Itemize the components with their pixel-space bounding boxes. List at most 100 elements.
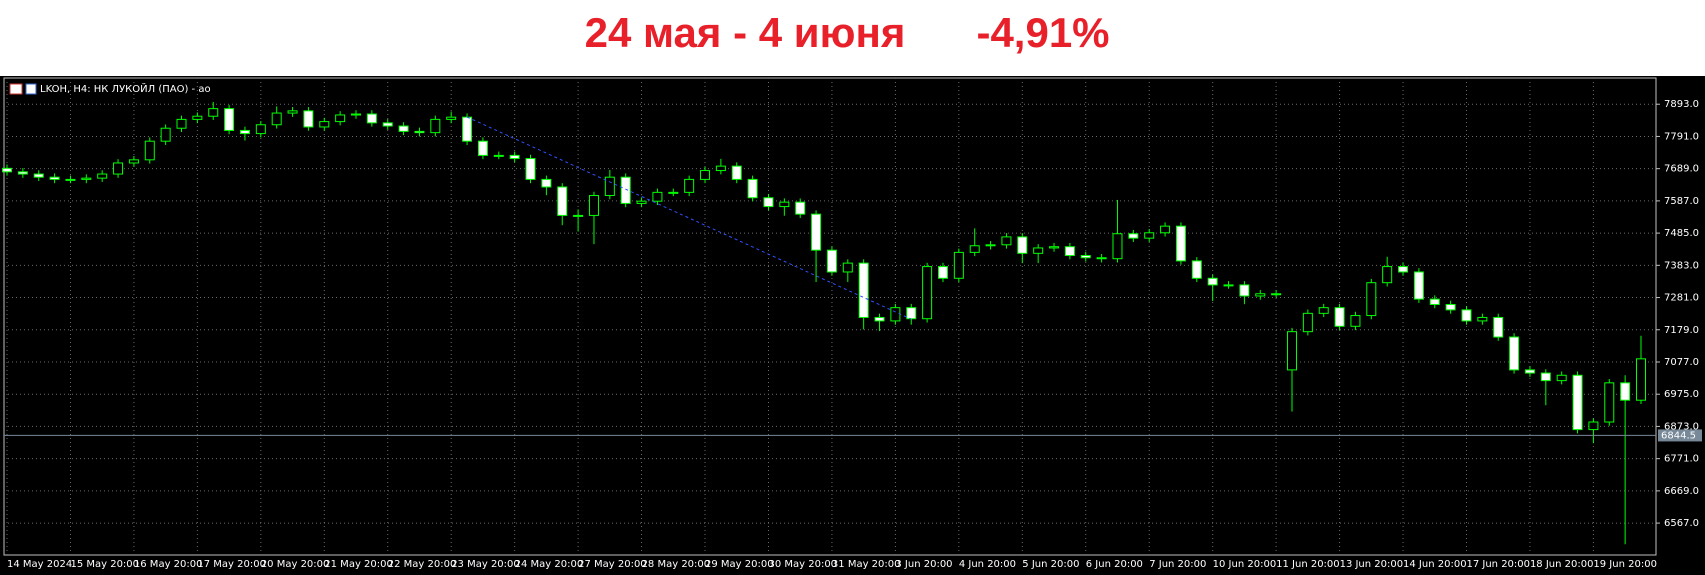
candle-body xyxy=(700,170,711,180)
candle-body xyxy=(811,213,822,251)
candle-body xyxy=(604,176,615,197)
candle-body xyxy=(208,108,219,117)
candle-body xyxy=(239,129,250,135)
x-tick-label: 31 May 20:00 xyxy=(832,559,901,570)
candle-body xyxy=(287,110,298,114)
candle-body xyxy=(319,121,330,128)
x-tick-label: 14 Jun 20:00 xyxy=(1403,559,1467,570)
x-tick-label: 18 Jun 20:00 xyxy=(1530,559,1594,570)
x-tick-label: 7 Jun 20:00 xyxy=(1149,559,1206,570)
candles xyxy=(2,102,1646,545)
candle-body xyxy=(1588,421,1599,431)
candle-body xyxy=(430,118,441,134)
plot-frame xyxy=(3,77,1657,556)
candle-body xyxy=(335,114,346,123)
candle-body xyxy=(620,176,631,204)
candle-body xyxy=(874,316,885,322)
x-tick-label: 10 Jun 20:00 xyxy=(1213,559,1277,570)
current-price-label: 6844.5 xyxy=(1661,430,1696,441)
candle-body xyxy=(1286,331,1297,371)
candle-body xyxy=(1445,303,1456,311)
candle-body xyxy=(588,195,599,216)
candle-body xyxy=(541,178,552,188)
candle-body xyxy=(1001,236,1012,246)
candle-body xyxy=(1255,293,1266,297)
x-tick-label: 23 May 20:00 xyxy=(451,559,520,570)
y-tick-label: 6975.0 xyxy=(1664,389,1699,400)
candle-body xyxy=(1366,282,1377,317)
candle-body xyxy=(17,171,28,175)
candle-body xyxy=(1413,271,1424,300)
x-tick-label: 21 May 20:00 xyxy=(324,559,393,570)
candle-body xyxy=(858,262,869,318)
candle-body xyxy=(398,125,409,132)
candle-body xyxy=(509,154,520,160)
candle-body xyxy=(1049,246,1060,249)
x-tick-label: 29 May 20:00 xyxy=(705,559,774,570)
candle-body xyxy=(414,130,425,134)
candle-body xyxy=(1318,307,1329,314)
candle-body xyxy=(922,266,933,320)
candle-body xyxy=(1096,257,1107,260)
candle-body xyxy=(1191,260,1202,279)
candle-body xyxy=(144,140,155,161)
x-tick-label: 13 Jun 20:00 xyxy=(1340,559,1404,570)
y-tick-label: 6873.0 xyxy=(1664,421,1699,432)
candle-body xyxy=(953,251,964,279)
candle-body xyxy=(1128,233,1139,239)
candle-body xyxy=(731,165,742,180)
x-tick-label: 28 May 20:00 xyxy=(642,559,711,570)
candle-body xyxy=(890,307,901,322)
candle-body xyxy=(192,115,203,120)
x-tick-label: 6 Jun 20:00 xyxy=(1086,559,1143,570)
y-tick-label: 7893.0 xyxy=(1664,99,1699,110)
candle-body xyxy=(636,200,647,204)
y-tick-label: 7485.0 xyxy=(1664,228,1699,239)
y-tick-label: 6669.0 xyxy=(1664,486,1699,497)
candle-body xyxy=(81,177,92,180)
candle-body xyxy=(557,186,568,216)
candle-body xyxy=(1033,247,1044,254)
candle-body xyxy=(351,113,362,116)
candle-body xyxy=(826,249,837,273)
candle-body xyxy=(1620,382,1631,401)
x-tick-label: 19 Jun 20:00 xyxy=(1593,559,1657,570)
candle-body xyxy=(1540,372,1551,382)
candle-body xyxy=(303,110,314,128)
candle-body xyxy=(1556,374,1567,382)
candle-body xyxy=(49,176,60,180)
candle-body xyxy=(1334,307,1345,327)
candle-body xyxy=(255,124,266,135)
candle-body xyxy=(1398,266,1409,273)
candle-body xyxy=(97,173,108,179)
candle-body xyxy=(937,266,948,279)
y-tick-label: 7077.0 xyxy=(1664,357,1699,368)
x-tick-label: 3 Jun 20:00 xyxy=(895,559,952,570)
y-tick-label: 6771.0 xyxy=(1664,454,1699,465)
candle-body xyxy=(906,307,917,320)
candle-body xyxy=(795,201,806,215)
x-tick-label: 30 May 20:00 xyxy=(768,559,837,570)
current-price-box xyxy=(1658,429,1702,442)
candle-body xyxy=(652,191,663,202)
y-tick-label: 7689.0 xyxy=(1664,164,1699,175)
candle-body xyxy=(1302,312,1313,333)
candle-body xyxy=(446,116,457,120)
y-tick-label: 7383.0 xyxy=(1664,260,1699,271)
candle-body xyxy=(573,214,584,217)
candle-body xyxy=(366,113,377,124)
x-tick-label: 15 May 20:00 xyxy=(70,559,139,570)
candle-body xyxy=(1017,236,1028,254)
candle-body xyxy=(1080,255,1091,259)
candle-body xyxy=(1271,293,1282,296)
candle-body xyxy=(1064,246,1075,257)
candle-body xyxy=(969,245,980,253)
x-tick-label: 16 May 20:00 xyxy=(134,559,203,570)
candle-body xyxy=(33,173,44,178)
icon xyxy=(9,83,23,95)
candle-body xyxy=(65,178,76,181)
candle-body xyxy=(160,127,171,142)
candle-body xyxy=(1572,374,1583,431)
candle-body xyxy=(779,201,790,208)
candle-body xyxy=(842,262,853,273)
